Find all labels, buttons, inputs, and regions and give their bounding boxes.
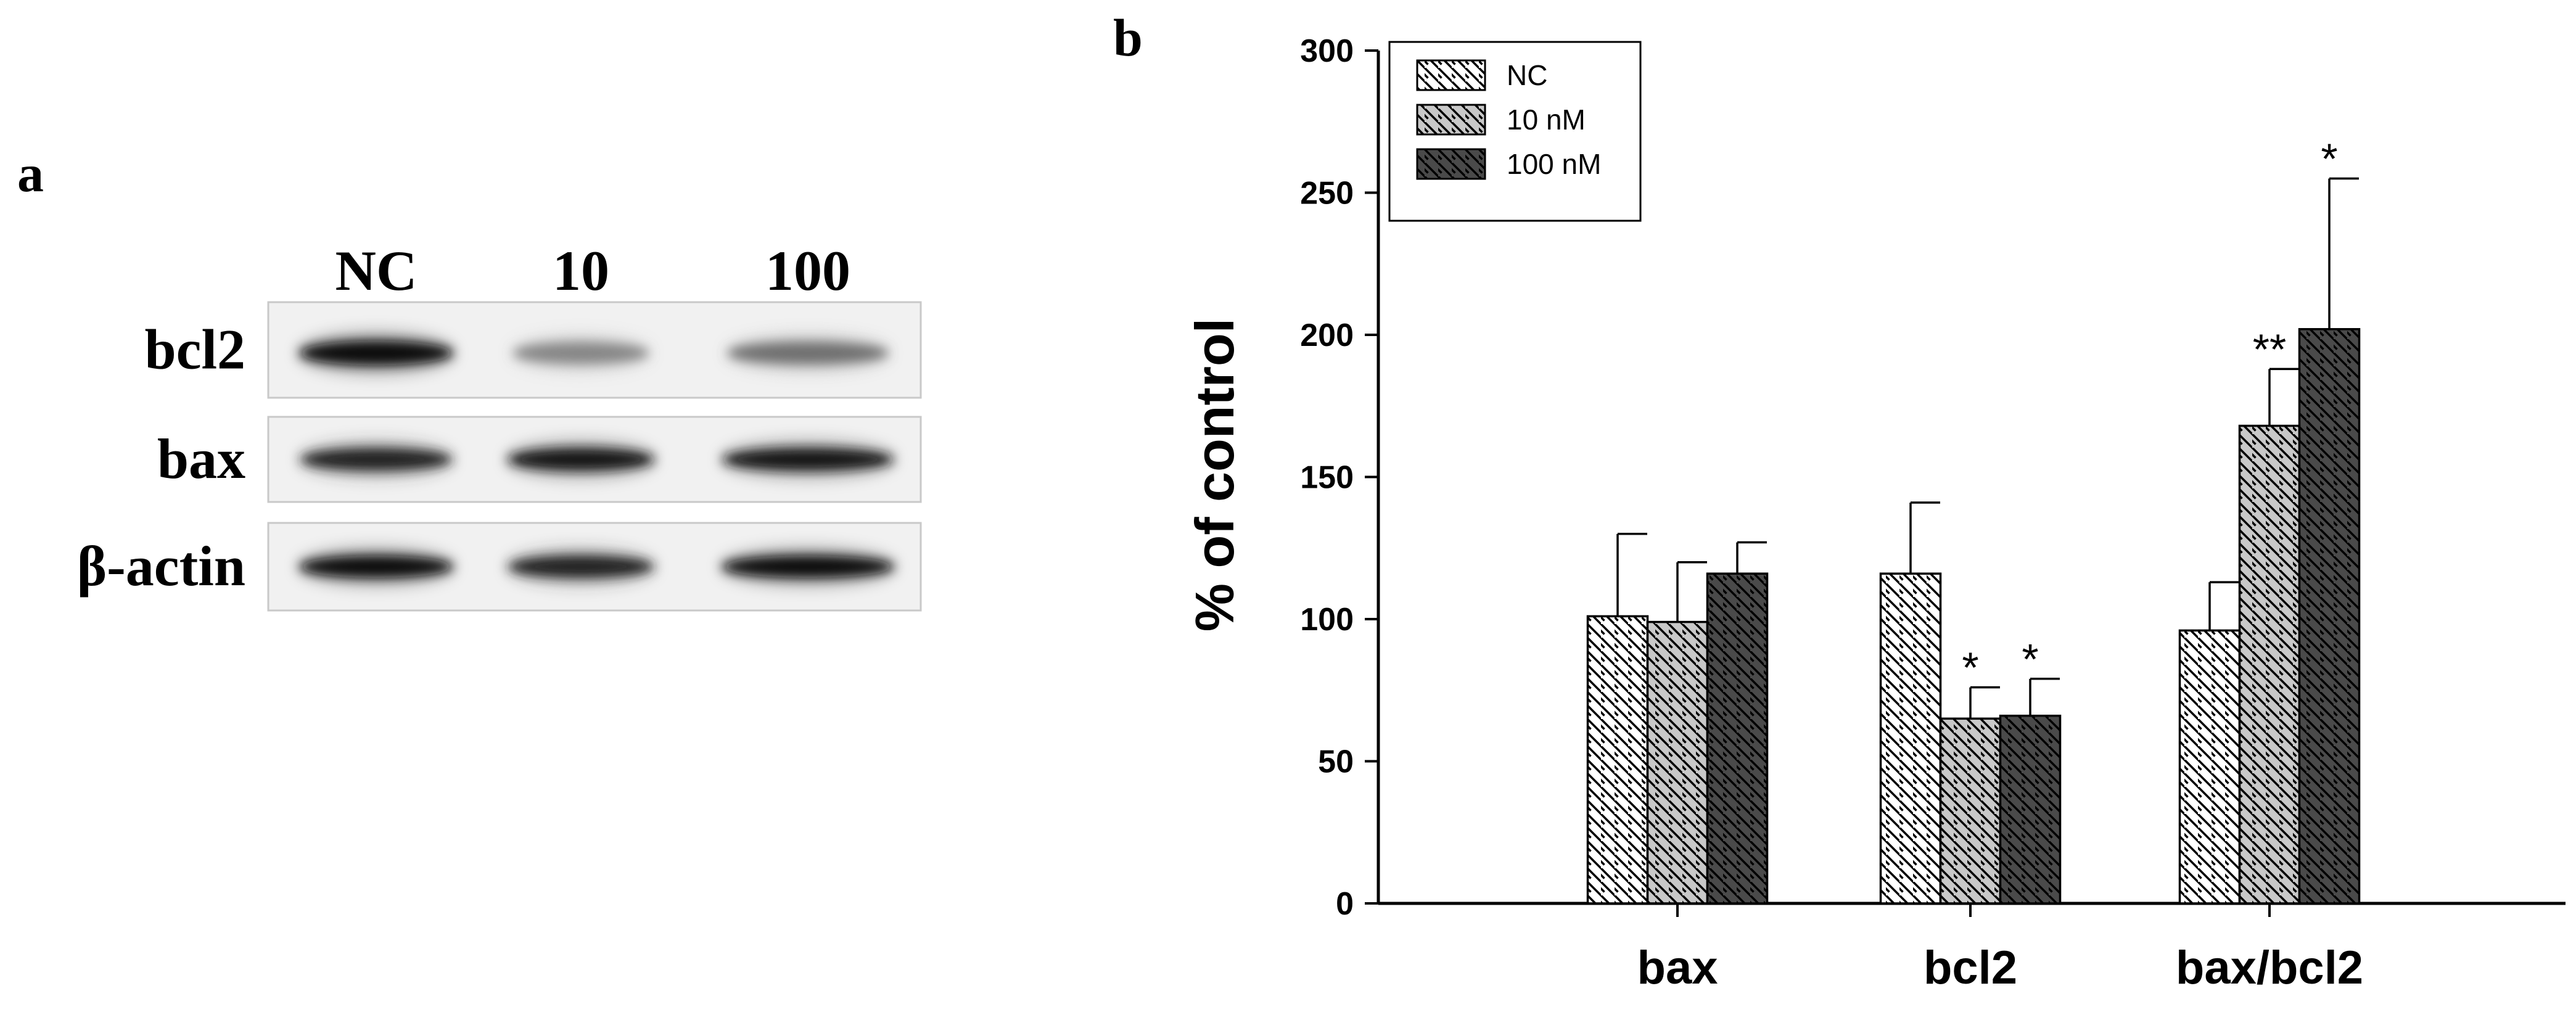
x-axis: bax bcl2 bax/bcl2 — [1378, 902, 2566, 994]
blot-row-actin: β-actin — [77, 522, 922, 612]
y-tick-label: 300 — [1300, 33, 1354, 69]
bar-10-nm-bcl2 — [1939, 717, 2002, 905]
band — [722, 556, 894, 578]
y-tick-label: 200 — [1300, 318, 1354, 353]
y-tick-label: 150 — [1300, 460, 1354, 496]
x-category-label-bax-bcl2: bax/bcl2 — [2176, 942, 2363, 994]
band — [507, 448, 655, 471]
bar-100-nm-bcl2 — [1999, 714, 2062, 905]
band — [508, 556, 654, 578]
blot-row-label: β-actin — [77, 535, 245, 598]
bar-nc-bcl2 — [1879, 572, 1942, 905]
blot-row-bcl2: bcl2 — [144, 301, 922, 399]
band — [722, 448, 894, 471]
band — [299, 556, 453, 578]
bar-nc-bax-bcl2 — [2178, 629, 2241, 905]
significance-marker: * — [1962, 644, 1978, 692]
series-10-nm: *** — [1646, 325, 2301, 905]
y-tick-label: 250 — [1300, 176, 1354, 212]
lane-label-10: 10 — [553, 239, 609, 302]
y-axis-label: % of control — [1184, 318, 1245, 631]
legend-swatch-100-nm — [1416, 148, 1486, 180]
band — [512, 342, 649, 364]
panel-letter-a: a — [17, 144, 44, 203]
y-tick-label: 100 — [1300, 602, 1354, 638]
bar-nc-bax — [1586, 615, 1649, 905]
y-axis: 0 50 100 150 200 250 300 — [1300, 33, 1380, 922]
x-category-label-bcl2: bcl2 — [1924, 942, 2017, 994]
bar-10-nm-bax — [1646, 620, 1709, 905]
y-tick-label: 50 — [1318, 744, 1354, 780]
series-nc — [1586, 501, 2241, 905]
x-category-label-bax: bax — [1637, 942, 1718, 994]
bar-100-nm-bax-bcl2 — [2298, 328, 2361, 905]
legend-swatch-10-nm — [1416, 104, 1486, 136]
lane-label-100: 100 — [765, 239, 850, 302]
band — [300, 448, 453, 471]
blot-row-label: bax — [157, 427, 245, 490]
significance-marker: ** — [2253, 325, 2286, 373]
blot-row-bax: bax — [157, 416, 922, 503]
legend: NC 10 nM 100 nM — [1388, 41, 1642, 222]
series-100-nm: ** — [1706, 134, 2361, 905]
legend-label-nc: NC — [1507, 59, 1547, 91]
legend-label-10-nm: 10 nM — [1507, 104, 1586, 136]
band — [299, 340, 453, 366]
legend-swatch-nc — [1416, 59, 1486, 91]
bar-10-nm-bax-bcl2 — [2238, 424, 2301, 905]
panel-letter-b: b — [1113, 8, 1143, 67]
lane-label-nc: NC — [335, 239, 418, 302]
bar-100-nm-bax — [1706, 572, 1769, 905]
legend-label-100-nm: 100 nM — [1507, 148, 1601, 180]
significance-marker: * — [2022, 635, 2038, 683]
significance-marker: * — [2321, 134, 2337, 183]
y-tick-label: 0 — [1336, 886, 1354, 922]
western-blot: NC 10 100 bcl2 bax β-actin — [77, 239, 922, 612]
blot-row-label: bcl2 — [144, 318, 245, 381]
bar-series-group: ***** — [1586, 134, 2361, 905]
band — [727, 342, 889, 364]
